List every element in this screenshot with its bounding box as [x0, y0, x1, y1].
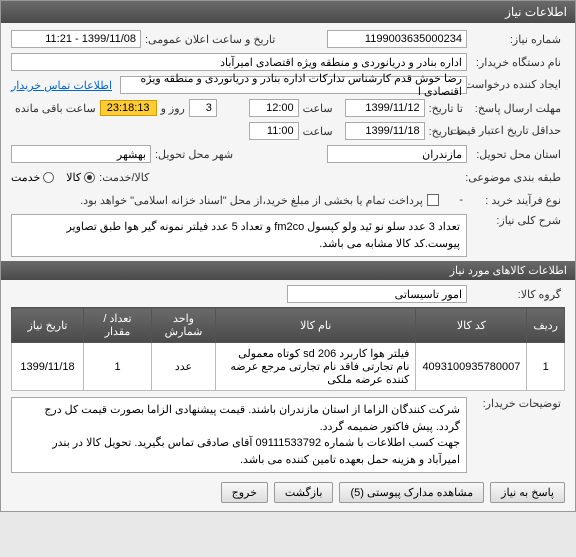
answer-date: 1399/11/12 — [345, 99, 425, 117]
budget-label: طبقه بندی موضوعی: — [467, 171, 565, 184]
payment-note: پرداخت تمام یا بخشی از مبلغ خرید،از محل … — [11, 194, 427, 207]
province-label: استان محل تحویل: — [467, 148, 565, 161]
org-label: نام دستگاه خریدار: — [467, 56, 565, 69]
city-label: شهر محل تحویل: — [151, 148, 237, 161]
radio-service-label: خدمت — [11, 171, 40, 184]
need-no-value: 1199003635000234 — [327, 30, 467, 48]
th-name: نام کالا — [216, 308, 416, 343]
table-header-row: ردیف کد کالا نام کالا واحد شمارش تعداد /… — [12, 308, 565, 343]
footer-buttons: پاسخ به نیاز مشاهده مدارک پیوستی (5) باز… — [11, 476, 565, 505]
until-label-2: تا تاریخ: — [425, 125, 467, 138]
hour-label-2: ساعت — [299, 125, 337, 138]
day-and-label: روز و — [157, 102, 189, 115]
goods-section-header: اطلاعات کالاهای مورد نیاز — [1, 261, 575, 280]
window-title-bar: اطلاعات نیاز — [1, 1, 575, 23]
attachments-button[interactable]: مشاهده مدارک پیوستی (5) — [339, 482, 484, 503]
creator-label: ایجاد کننده درخواست: — [467, 79, 565, 91]
reply-button[interactable]: پاسخ به نیاز — [490, 482, 565, 503]
city-value: بهشهر — [11, 145, 151, 163]
treasury-checkbox[interactable] — [427, 194, 439, 206]
org-value: اداره بنادر و دریانوردی و منطقه ویژه اقت… — [11, 53, 467, 71]
need-info-window: اطلاعات نیاز شماره نیاز: 119900363500023… — [0, 0, 576, 512]
th-date: تاریخ نیاز — [12, 308, 84, 343]
buyer-contact-link[interactable]: اطلاعات تماس خریدار — [11, 79, 112, 92]
radio-goods[interactable] — [84, 172, 95, 183]
exit-button[interactable]: خروج — [221, 482, 268, 503]
goods-table: ردیف کد کالا نام کالا واحد شمارش تعداد /… — [11, 307, 565, 391]
hour-label-1: ساعت — [299, 102, 337, 115]
main-desc-label: شرح کلی نیاز: — [467, 214, 565, 227]
remain-time: 23:18:13 — [100, 100, 157, 116]
content-area: شماره نیاز: 1199003635000234 تاریخ و ساع… — [1, 23, 575, 511]
purchase-type-label: نوع فرآیند خرید : — [467, 194, 565, 207]
main-desc-text: تعداد 3 عدد سلو نو ئید ولو کپسول fm2co و… — [11, 214, 467, 257]
goods-group-label: گروه کالا: — [467, 288, 565, 301]
goods-service-radio: کالا خدمت — [11, 171, 95, 184]
until-label-1: تا تاریخ: — [425, 102, 467, 115]
remain-label: ساعت باقی مانده — [11, 102, 100, 115]
province-value: مازندران — [327, 145, 467, 163]
answer-deadline-label: مهلت ارسال پاسخ: — [467, 102, 565, 115]
purchase-type-value: - — [447, 194, 467, 206]
price-valid-date: 1399/11/18 — [345, 122, 425, 140]
answer-time: 12:00 — [249, 99, 299, 117]
table-row[interactable]: 1 4093100935780007 فیلتر هوا کاربرد 206 … — [12, 343, 565, 391]
th-row: ردیف — [527, 308, 565, 343]
announce-label: تاریخ و ساعت اعلان عمومی: — [141, 33, 279, 46]
radio-service[interactable] — [43, 172, 54, 183]
th-qty: تعداد / مقدار — [84, 308, 152, 343]
price-valid-time: 11:00 — [249, 122, 299, 140]
td-unit: عدد — [152, 343, 216, 391]
remain-days: 3 — [189, 99, 217, 117]
th-unit: واحد شمارش — [152, 308, 216, 343]
creator-value: رضا خوش قدم کارشناس تدارکات اداره بنادر … — [120, 76, 467, 94]
goods-group-value: امور تاسیساتی — [287, 285, 467, 303]
price-valid-label: حداقل تاریخ اعتبار قیمت: — [467, 125, 565, 137]
td-code: 4093100935780007 — [416, 343, 527, 391]
buyer-notes-label: توضیحات خریدار: — [467, 397, 565, 410]
buyer-notes-text: شرکت کنندگان الزاما از استان مازندران با… — [11, 397, 467, 473]
goods-service-label: کالا/خدمت: — [95, 171, 153, 184]
td-row: 1 — [527, 343, 565, 391]
th-code: کد کالا — [416, 308, 527, 343]
announce-value: 1399/11/08 - 11:21 — [11, 30, 141, 48]
td-date: 1399/11/18 — [12, 343, 84, 391]
back-button[interactable]: بازگشت — [274, 482, 334, 503]
td-name: فیلتر هوا کاربرد 206 sd کوتاه معمولی نام… — [216, 343, 416, 391]
window-title: اطلاعات نیاز — [505, 5, 567, 19]
td-qty: 1 — [84, 343, 152, 391]
need-no-label: شماره نیاز: — [467, 33, 565, 46]
radio-goods-label: کالا — [66, 171, 81, 184]
